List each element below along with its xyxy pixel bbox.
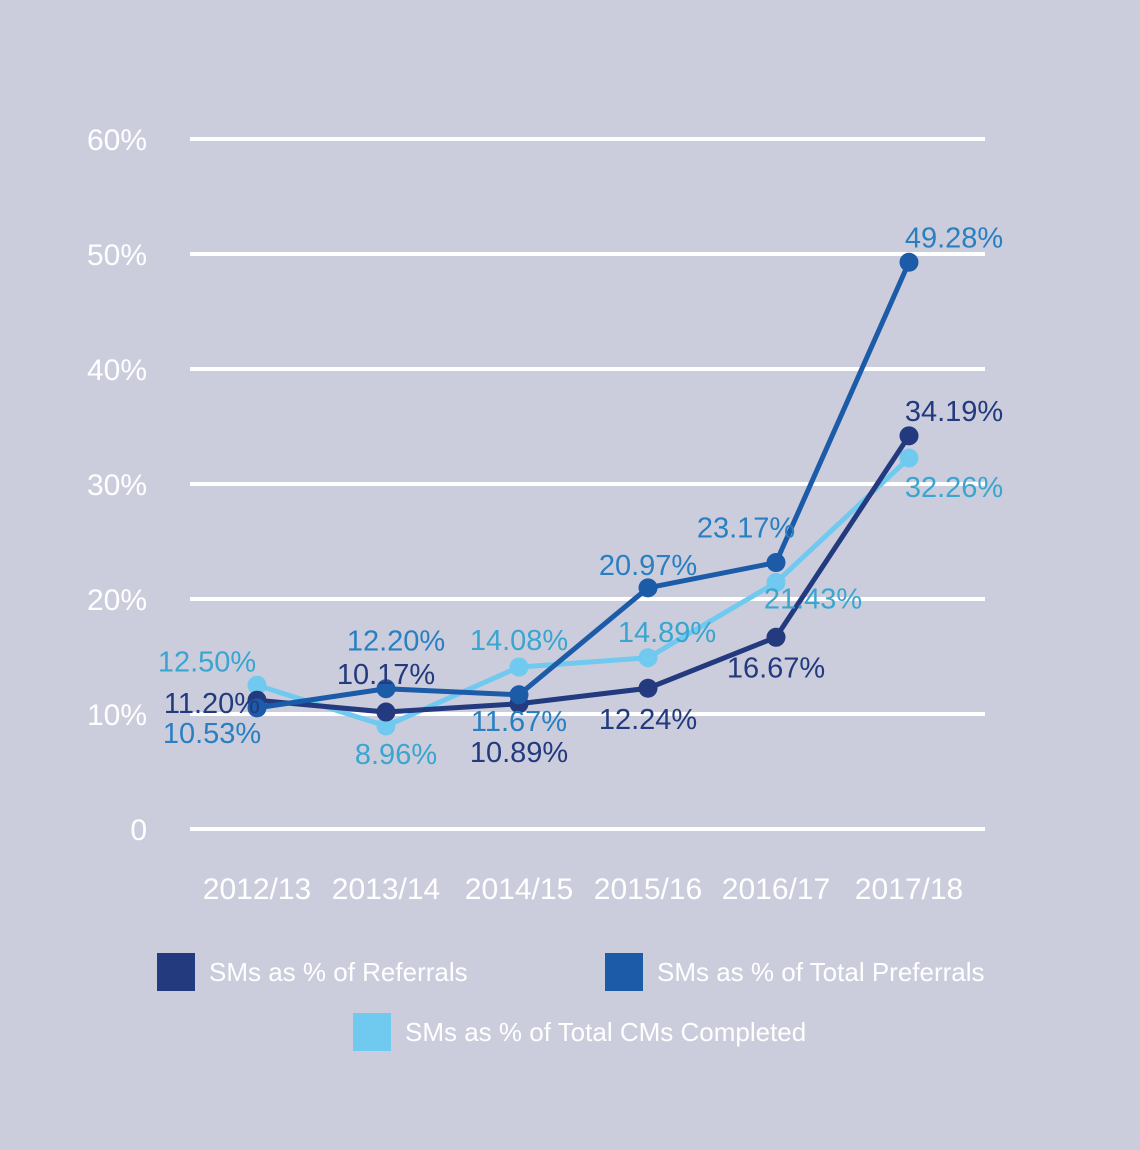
y-tick-label: 30% [87, 469, 147, 502]
data-label: 20.97% [599, 550, 697, 582]
y-tick-label: 20% [87, 584, 147, 617]
legend-swatch-total-cms-completed [353, 1013, 391, 1051]
y-tick-label: 10% [87, 699, 147, 732]
data-label: 12.20% [347, 626, 445, 658]
data-point [766, 627, 786, 647]
data-label: 11.67% [471, 706, 567, 738]
data-label: 8.96% [355, 739, 437, 771]
series-lines [256, 261, 912, 729]
data-label: 10.53% [163, 718, 261, 750]
data-label: 21.43% [764, 584, 862, 616]
y-axis-ticks: 0 10% 20% 30% 40% 50% 60% [87, 124, 147, 847]
data-point [376, 716, 396, 736]
data-point [376, 679, 396, 699]
series-line-2 [256, 456, 911, 729]
data-point [247, 698, 267, 718]
data-point [899, 426, 919, 446]
x-axis-ticks: 2012/13 2013/14 2014/15 2015/16 2016/17 2017/… [203, 873, 963, 906]
data-label: 11.20% [164, 688, 260, 720]
x-tick-label: 2016/17 [722, 873, 830, 906]
data-label: 12.50% [158, 646, 256, 678]
data-label: 34.19% [905, 396, 1003, 428]
legend-swatch-total-preferrals [605, 953, 643, 991]
data-point [638, 578, 658, 598]
data-label: 32.26% [905, 472, 1003, 504]
data-label: 10.89% [470, 737, 568, 769]
legend: SMs as % of Referrals SMs as % of Total … [157, 953, 985, 1051]
data-point [638, 678, 658, 698]
series-points [247, 252, 919, 736]
data-point [376, 702, 396, 722]
gridlines [190, 137, 985, 831]
data-label: 23.17% [697, 513, 795, 545]
y-tick-label: 40% [87, 354, 147, 387]
data-label: 14.89% [618, 617, 716, 649]
series-line-1 [256, 261, 912, 711]
data-point [899, 448, 919, 468]
x-tick-label: 2017/18 [855, 873, 963, 906]
y-tick-label: 50% [87, 239, 147, 272]
data-label: 12.24% [599, 704, 697, 736]
legend-swatch-referrals [157, 953, 195, 991]
data-point [766, 573, 786, 593]
data-point [509, 657, 529, 677]
y-tick-label: 0 [130, 814, 147, 847]
data-point [247, 675, 267, 695]
data-label: 10.17% [337, 659, 435, 691]
data-label: 14.08% [470, 625, 568, 657]
legend-label-total-cms-completed: SMs as % of Total CMs Completed [405, 1017, 806, 1047]
data-point [638, 648, 658, 668]
data-point [509, 685, 529, 705]
x-tick-label: 2014/15 [465, 873, 573, 906]
y-tick-label: 60% [87, 124, 147, 157]
series-line-0 [256, 434, 912, 715]
data-labels: 11.20% 10.17% 10.89% 12.24% 16.67% 34.19% 10.5… [158, 222, 1003, 771]
x-tick-label: 2015/16 [594, 873, 702, 906]
data-label: 16.67% [727, 652, 825, 684]
data-point [766, 553, 786, 573]
data-label: 49.28% [905, 222, 1003, 254]
data-point [899, 252, 919, 272]
x-tick-label: 2013/14 [332, 873, 440, 906]
legend-label-total-preferrals: SMs as % of Total Preferrals [657, 957, 985, 987]
x-tick-label: 2012/13 [203, 873, 311, 906]
legend-label-referrals: SMs as % of Referrals [209, 957, 468, 987]
